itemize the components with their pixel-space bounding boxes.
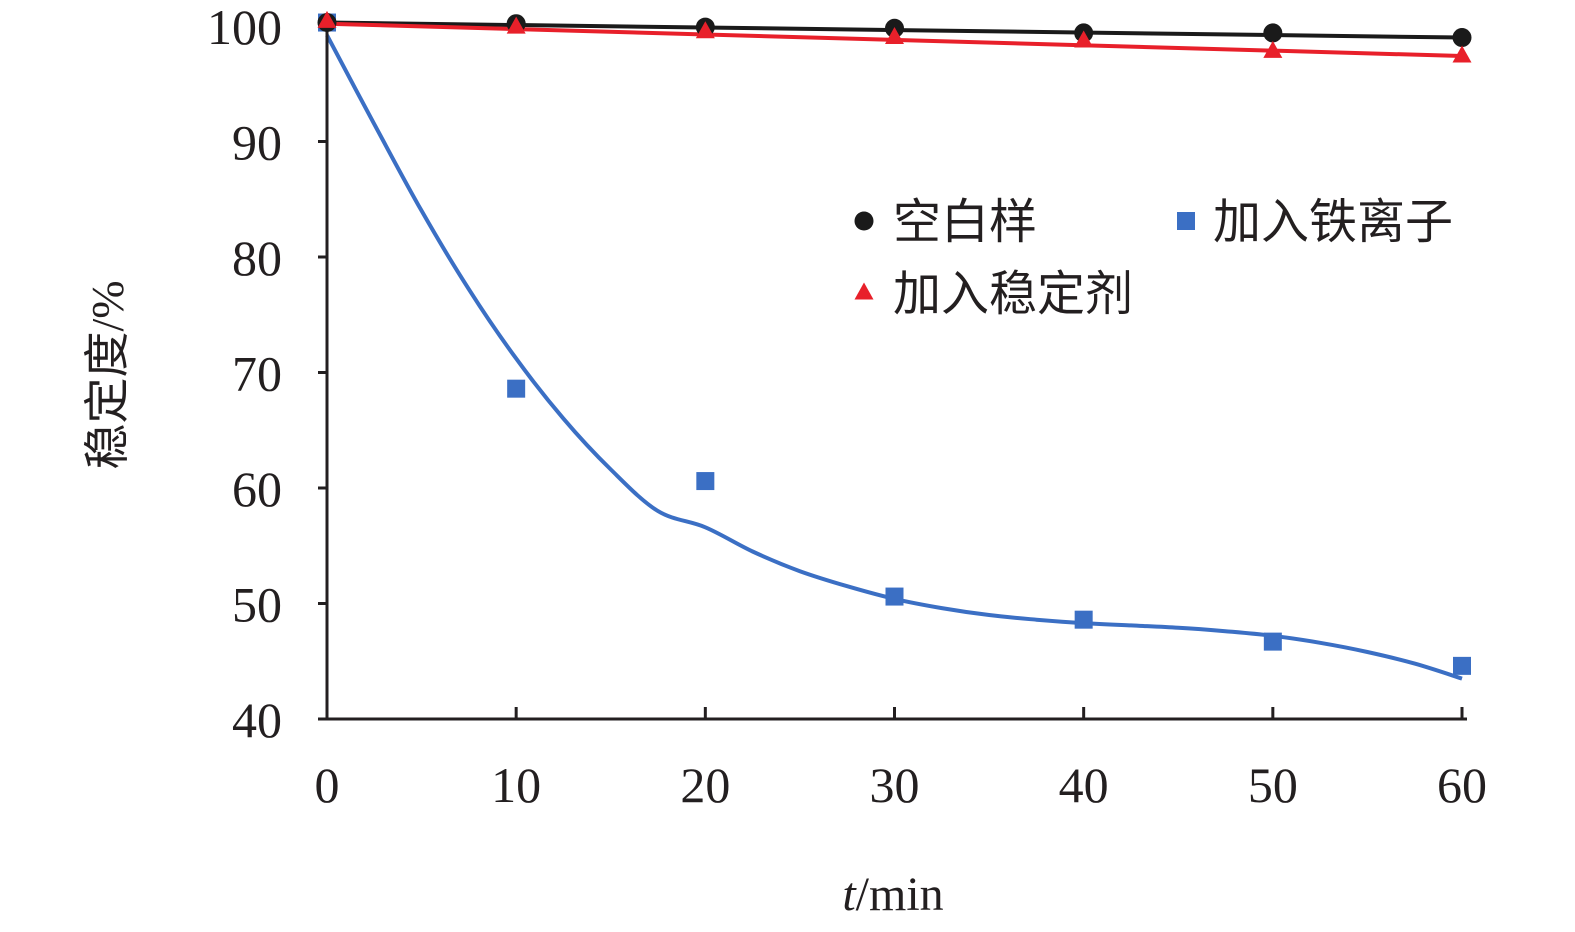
fit-lines xyxy=(325,20,1463,681)
data-point-square xyxy=(885,587,904,606)
axes xyxy=(325,30,1467,721)
data-point-square xyxy=(507,379,526,398)
x-tick-label: 10 xyxy=(491,757,541,813)
data-point-triangle xyxy=(317,10,337,28)
legend-label: 加入铁离子 xyxy=(1213,196,1453,249)
x-axis-label: t/min xyxy=(842,868,943,921)
data-point-square xyxy=(1453,656,1471,675)
data-point-triangle xyxy=(695,21,715,39)
x-tick-label: 30 xyxy=(870,757,920,813)
y-tick-label: 70 xyxy=(232,346,282,402)
y-tick-label: 50 xyxy=(232,577,282,633)
data-point-triangle xyxy=(1452,45,1472,63)
y-tick-label: 60 xyxy=(232,461,282,517)
x-tick-label: 0 xyxy=(315,757,340,813)
data-point-square xyxy=(1074,610,1093,629)
y-tick-label: 80 xyxy=(232,230,282,286)
y-tick-label: 100 xyxy=(207,0,282,55)
data-point-circle xyxy=(1263,23,1283,43)
x-tick-label: 40 xyxy=(1059,757,1109,813)
y-tick-label: 90 xyxy=(232,115,282,171)
x-tick-label: 20 xyxy=(680,757,730,813)
y-tick-label: 40 xyxy=(232,692,282,748)
fit-line-square xyxy=(325,34,1463,681)
y-axis-label: 稳定度/% xyxy=(82,280,133,469)
data-point-square xyxy=(1263,632,1282,651)
x-axis-label-unit: /min xyxy=(856,868,944,921)
legend-label: 空白样 xyxy=(893,196,1037,249)
x-tick-label: 50 xyxy=(1248,757,1298,813)
data-point-triangle xyxy=(1074,30,1094,48)
x-axis-label-variable: t xyxy=(842,868,857,921)
legend-marker-square xyxy=(1177,212,1195,230)
data-point-triangle xyxy=(1263,40,1283,58)
data-point-circle xyxy=(1452,28,1472,48)
legend-marker-triangle xyxy=(854,282,874,300)
data-points xyxy=(317,10,1472,675)
data-point-square xyxy=(696,472,715,491)
ticks: 40 50 60 70 80 90 100 0 10 20 30 40 50 60 xyxy=(207,0,1487,813)
data-point-triangle xyxy=(885,27,904,45)
data-point-triangle xyxy=(506,16,526,34)
x-tick-label: 60 xyxy=(1437,757,1487,813)
legend-label: 加入稳定剂 xyxy=(893,268,1133,321)
legend-marker-circle xyxy=(854,211,874,231)
